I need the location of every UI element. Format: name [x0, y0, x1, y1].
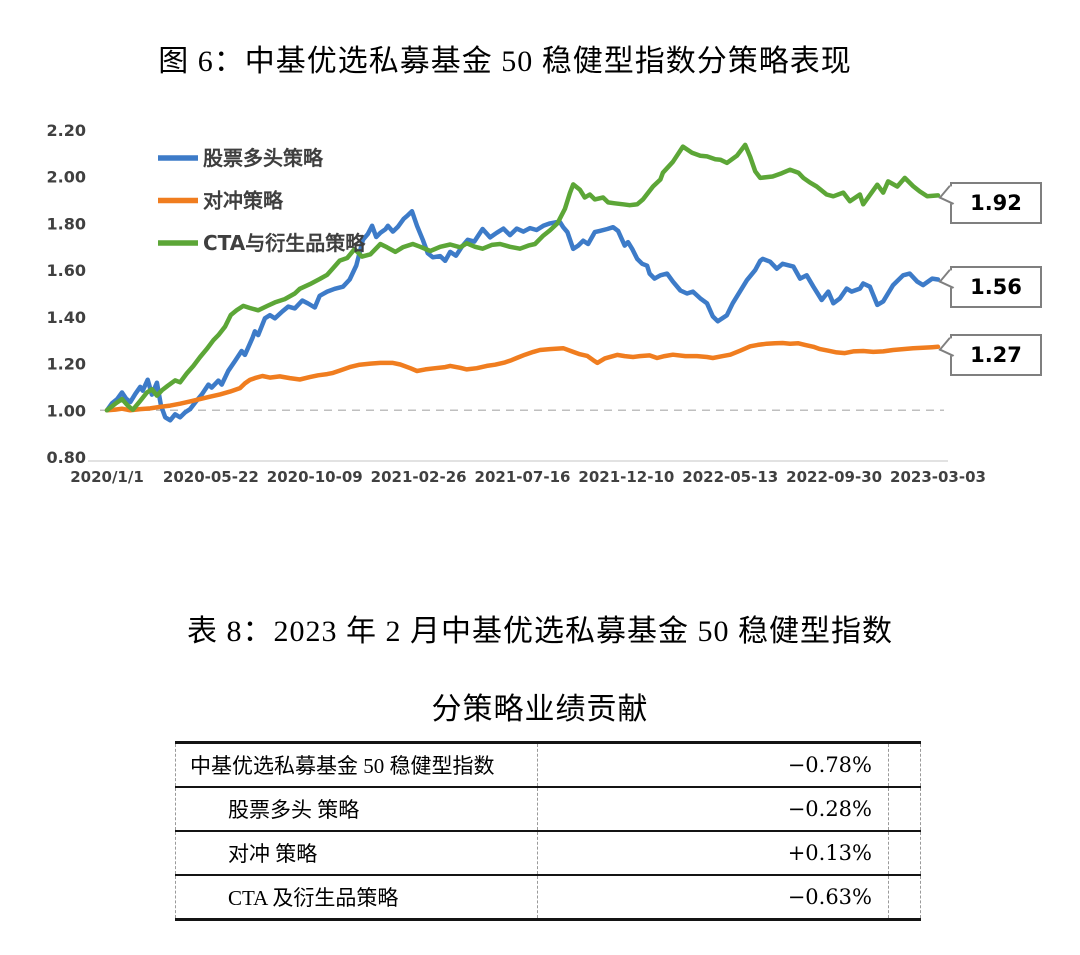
x-tick-2022-05-13: 2022-05-13 [682, 468, 778, 486]
x-tick-2023-03-03: 2023-03-03 [890, 468, 986, 486]
figure-title: 图 6：中基优选私募基金 50 稳健型指数分策略表现 [158, 45, 852, 78]
callout-cta-derivatives: 1.92 [938, 182, 1042, 225]
row-value: −0.63% [537, 874, 889, 920]
row-label: 股票多头 策略 [175, 786, 538, 831]
x-tick-2021-02-26: 2021-02-26 [371, 468, 467, 486]
table-title-line1: 表 8：2023 年 2 月中基优选私募基金 50 稳健型指数 [187, 615, 893, 648]
x-tick-2020-05-22: 2020-05-22 [163, 468, 259, 486]
y-tick-1.60: 1.60 [47, 261, 86, 280]
series-line-hedge [104, 340, 941, 413]
y-tick-1.40: 1.40 [47, 308, 86, 327]
y-tick-2.00: 2.00 [47, 168, 86, 187]
legend-label-cta-derivatives: CTA与衍生品策略 [203, 231, 366, 255]
callout-hedge: 1.27 [938, 333, 1042, 376]
row-label: 中基优选私募基金 50 稳健型指数 [175, 742, 538, 787]
table-row: 对冲 策略 +0.13% [175, 830, 921, 875]
figure6-chart: 2.20 2.00 1.80 1.60 1.40 1.20 1.00 0.80 2020/1/1… [47, 121, 1042, 486]
x-tick-2022-09-30: 2022-09-30 [786, 468, 882, 486]
y-tick-1.20: 1.20 [47, 355, 86, 374]
line-chart-canvas: 2.20 2.00 1.80 1.60 1.40 1.20 1.00 0.802020/1/1… [47, 121, 986, 486]
legend-label-stock-long: 股票多头策略 [203, 146, 324, 170]
row-value: −0.28% [537, 786, 889, 831]
y-tick-1.80: 1.80 [47, 214, 86, 233]
row-value: −0.78% [537, 742, 889, 787]
row-empty-cell [888, 830, 921, 875]
legend-label-hedge: 对冲策略 [203, 189, 284, 213]
table-row: 中基优选私募基金 50 稳健型指数 −0.78% [175, 742, 921, 787]
row-empty-cell [888, 742, 921, 787]
row-label: 对冲 策略 [175, 830, 538, 875]
row-label: CTA 及衍生品策略 [175, 874, 538, 920]
row-value: +0.13% [537, 830, 889, 875]
y-tick-1.00: 1.00 [47, 401, 86, 420]
series-line-cta-derivatives [104, 142, 941, 413]
contribution-table: 中基优选私募基金 50 稳健型指数 −0.78% 股票多头 策略 −0.28% 对冲 策… [175, 741, 921, 921]
x-tick-2020/1/1: 2020/1/1 [70, 468, 144, 486]
row-empty-cell [888, 874, 921, 920]
x-tick-2021-12-10: 2021-12-10 [578, 468, 674, 486]
series-line-stock-long [104, 209, 941, 423]
x-tick-2020-10-09: 2020-10-09 [267, 468, 363, 486]
table-row: 股票多头 策略 −0.28% [175, 786, 921, 831]
table-title-line2: 分策略业绩贡献 [431, 693, 649, 726]
callout-value: 1.92 [970, 191, 1022, 216]
row-empty-cell [888, 786, 921, 831]
callout-value: 1.27 [970, 342, 1022, 367]
table-row: CTA 及衍生品策略 −0.63% [175, 874, 921, 920]
x-tick-2021-07-16: 2021-07-16 [475, 468, 571, 486]
callout-stock-long: 1.56 [938, 266, 1042, 309]
callout-value: 1.56 [970, 275, 1022, 300]
y-tick-2.20: 2.20 [47, 121, 86, 140]
y-tick-0.80: 0.80 [47, 448, 86, 467]
